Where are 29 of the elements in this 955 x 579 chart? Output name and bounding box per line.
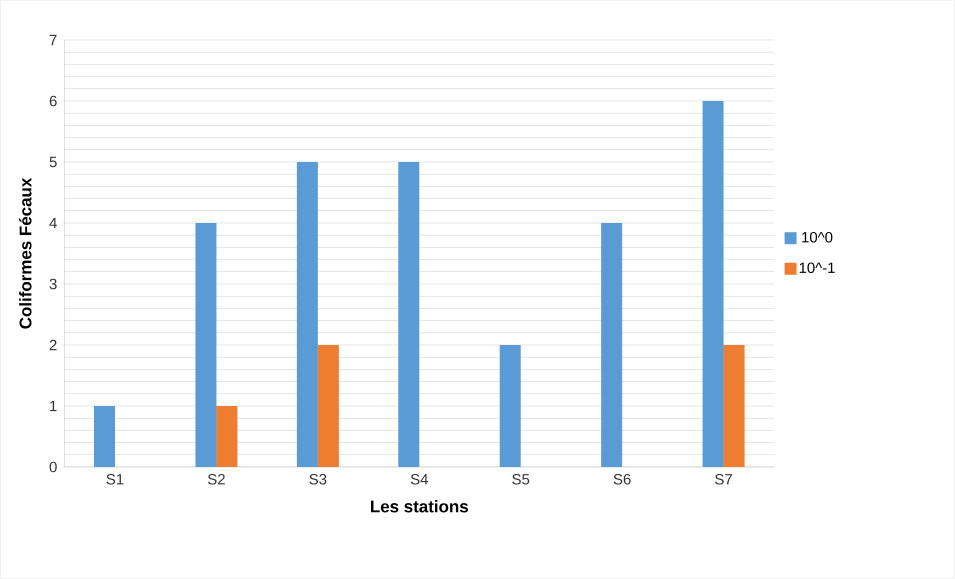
bar — [318, 344, 339, 467]
y-tick-label: 5 — [50, 156, 57, 168]
x-tick-label: S1 — [106, 474, 124, 485]
x-tick-label: S7 — [715, 474, 732, 485]
bar — [216, 406, 238, 467]
x-tick-label: S2 — [208, 474, 225, 485]
bar — [702, 100, 724, 467]
bar — [601, 222, 622, 467]
y-tick-label: 2 — [50, 340, 57, 350]
bar — [296, 162, 318, 467]
bar — [94, 406, 116, 467]
legend-label: 10^-1 — [800, 262, 835, 274]
y-tick-label: 3 — [50, 278, 57, 290]
y-axis-title: Coliformes Fécaux — [18, 178, 32, 329]
bar — [500, 344, 521, 467]
x-tick-label: S3 — [309, 474, 326, 485]
y-tick-label: 4 — [49, 218, 57, 228]
x-tick-label: S6 — [614, 474, 631, 485]
y-tick-label: 7 — [50, 34, 57, 46]
x-tick-label: S4 — [410, 474, 428, 485]
y-tick-label: 1 — [50, 400, 57, 412]
x-tick-label: S5 — [512, 474, 530, 485]
bar — [398, 162, 420, 467]
y-tick-label: 0 — [50, 462, 57, 472]
bar — [195, 222, 216, 467]
x-axis-title: Les stations — [371, 500, 468, 512]
legend-label: 10^0 — [802, 232, 832, 243]
y-tick-label: 6 — [50, 96, 57, 106]
bar — [724, 344, 745, 467]
